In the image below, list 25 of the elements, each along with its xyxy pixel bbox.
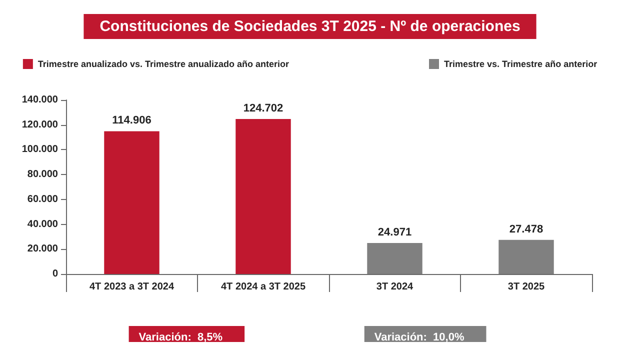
data-label: 124.702	[243, 102, 284, 115]
x-tick-label: 4T 2024 a 3T 2025	[220, 282, 306, 292]
text: Variación: 10,0%	[374, 332, 464, 344]
y-tick-label: 80.000	[27, 169, 58, 180]
x-tick-label: 4T 2023 a 3T 2024	[89, 282, 174, 292]
x-tick-label: 3T 2025	[508, 282, 546, 292]
legend-label: Trimestre vs. Trimestre año anterior	[444, 59, 598, 69]
y-tick-label: 100.000	[22, 144, 58, 156]
y-tick-label: 20.000	[27, 244, 58, 255]
bar	[104, 131, 160, 274]
x-tick-label: 3T 2024	[376, 282, 414, 292]
text: Variación: 8,5%	[138, 332, 223, 344]
y-tick-label: 40.000	[27, 218, 58, 230]
y-tick-label: 60.000	[27, 194, 58, 205]
bar	[367, 242, 422, 274]
y-tick-label: 140.000	[22, 94, 58, 106]
y-tick-label: 0	[52, 268, 58, 280]
bar	[498, 240, 554, 274]
chart-title: Constituciones de Sociedades 3T 2025 - Nº de operaciones	[100, 18, 520, 35]
data-label: 114.906	[112, 114, 152, 127]
y-tick-label: 120.000	[22, 119, 58, 130]
bar	[236, 119, 291, 274]
legend-label: Trimestre anualizado vs. Trimestre anualizado año anterior	[38, 59, 290, 69]
data-label: 27.478	[509, 223, 544, 236]
data-label: 24.971	[378, 226, 412, 238]
